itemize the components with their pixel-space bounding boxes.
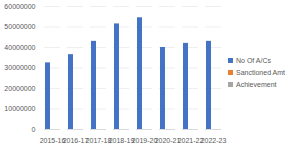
html-text:No Of A/Cs: No Of A/Cs (236, 57, 271, 64)
svg-text:2017-18: 2017-18 (86, 137, 112, 144)
svg-text:20000000: 20000000 (4, 85, 35, 92)
svg-text:50000000: 50000000 (4, 23, 35, 30)
svg-text:10000000: 10000000 (4, 105, 35, 112)
svg-text:2018-19: 2018-19 (109, 137, 135, 144)
svg-text:0: 0 (32, 126, 36, 133)
svg-text:60000000: 60000000 (4, 3, 35, 10)
html-text:Sanctioned Amt: Sanctioned Amt (236, 69, 285, 76)
svg-text:2021-22: 2021-22 (178, 137, 204, 144)
svg-text:2020-21: 2020-21 (155, 137, 181, 144)
svg-text:2019-20: 2019-20 (132, 137, 158, 144)
svg-text:30000000: 30000000 (4, 64, 35, 71)
svg-text:2015-16: 2015-16 (40, 137, 66, 144)
svg-text:2016-17: 2016-17 (63, 137, 89, 144)
svg-text:2022-23: 2022-23 (201, 137, 227, 144)
html-text:Achievement: Achievement (236, 81, 277, 88)
svg-text:40000000: 40000000 (4, 44, 35, 51)
